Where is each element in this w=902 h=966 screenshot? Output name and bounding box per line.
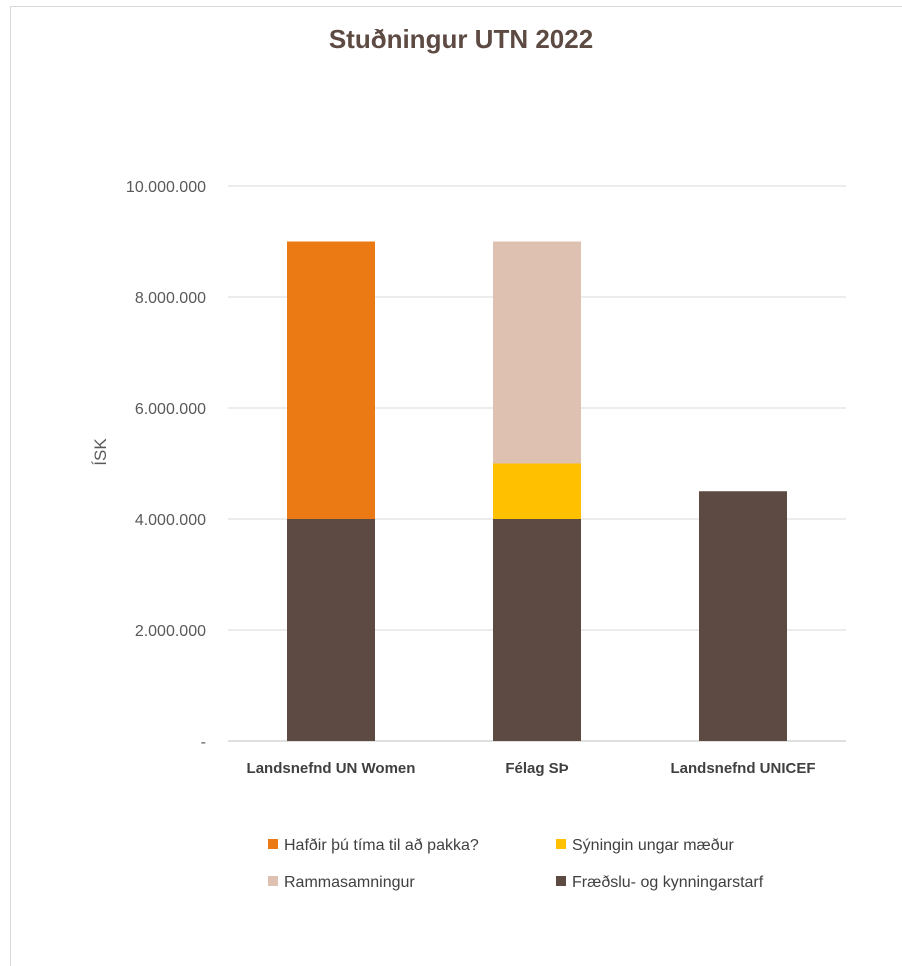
- y-tick-label: 6.000.000: [135, 401, 206, 418]
- legend-label: Fræðslu- og kynningarstarf: [572, 874, 764, 891]
- legend-label: Hafðir þú tíma til að pakka?: [284, 837, 479, 854]
- x-tick-label: Landsnefnd UN Women: [247, 760, 416, 777]
- chart-title: Stuðningur UTN 2022: [329, 24, 593, 54]
- legend-label: Rammasamningur: [284, 874, 415, 891]
- bar-segment: [493, 241, 581, 464]
- y-tick-label: 10.000.000: [126, 179, 206, 196]
- y-axis-label: ÍSK: [91, 438, 110, 466]
- bar-segment: [287, 519, 375, 741]
- bar-segment: [493, 463, 581, 519]
- x-tick-label: Landsnefnd UNICEF: [671, 760, 816, 777]
- y-tick-label: 2.000.000: [135, 623, 206, 640]
- legend-swatch: [268, 839, 278, 849]
- legend-swatch: [268, 876, 278, 886]
- y-tick-labels: - 2.000.000 4.000.000 6.000.000 8.000.000 10.…: [126, 179, 206, 751]
- bar-segment: [699, 491, 787, 741]
- chart-frame: [10, 6, 902, 966]
- y-tick-label: 4.000.000: [135, 512, 206, 529]
- legend-swatch: [556, 876, 566, 886]
- x-tick-labels: Landsnefnd UN Women Félag SÞ Landsnefnd UN…: [247, 760, 816, 777]
- bar-segment: [493, 519, 581, 741]
- bar-segment: [287, 241, 375, 519]
- legend-label: Sýningin ungar mæður: [572, 837, 735, 854]
- legend: Hafðir þú tíma til að pakka? Sýningin ung…: [268, 837, 764, 891]
- legend-swatch: [556, 839, 566, 849]
- bars: [287, 241, 787, 741]
- x-tick-label: Félag SÞ: [505, 760, 568, 777]
- y-tick-label: 8.000.000: [135, 290, 206, 307]
- y-tick-label: -: [201, 734, 206, 751]
